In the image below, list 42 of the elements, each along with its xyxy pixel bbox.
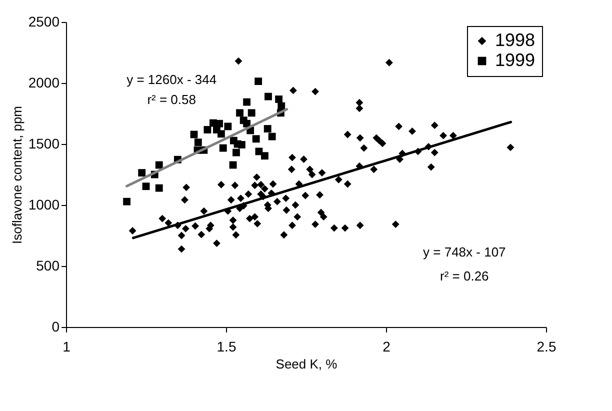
y-tick-label: 500: [36, 258, 60, 274]
point: [219, 144, 227, 152]
point: [142, 182, 150, 190]
x-tick-label: 2.5: [536, 338, 556, 354]
point: [224, 122, 232, 130]
point: [123, 198, 131, 206]
point: [236, 109, 244, 117]
x-tick-label: 1: [62, 338, 71, 354]
legend-label: 1999: [495, 50, 536, 70]
point: [264, 92, 272, 100]
point: [204, 126, 212, 134]
point: [261, 152, 268, 160]
annotation: y = 1260x - 344: [126, 72, 217, 87]
point: [138, 169, 146, 176]
x-axis-title: Seed K, %: [276, 356, 338, 372]
point: [243, 120, 251, 128]
point: [194, 138, 202, 146]
annotation: r² = 0.58: [147, 92, 196, 107]
y-tick-label: 1000: [28, 196, 60, 212]
y-tick-label: 0: [52, 318, 60, 334]
y-tick-label: 2000: [28, 74, 60, 90]
point: [238, 141, 246, 148]
point: [248, 109, 256, 117]
annotation: y = 748x - 107: [423, 244, 506, 260]
point: [254, 78, 262, 85]
x-tick-label: 2: [382, 338, 391, 354]
point: [268, 132, 276, 140]
point: [252, 135, 260, 143]
annotation: r² = 0.26: [440, 268, 489, 284]
point: [232, 148, 240, 156]
x-tick-label: 1.5: [216, 338, 236, 354]
point: [155, 184, 163, 192]
point: [216, 120, 223, 128]
point: [275, 96, 283, 103]
y-tick-label: 2500: [28, 14, 60, 30]
y-axis-title: Isoflavone content, ppm: [9, 106, 24, 244]
legend-label: 1998: [495, 30, 536, 50]
point: [243, 98, 251, 106]
y-tick-label: 1500: [28, 136, 60, 152]
point: [155, 161, 163, 169]
point: [264, 125, 272, 132]
point: [217, 130, 225, 138]
